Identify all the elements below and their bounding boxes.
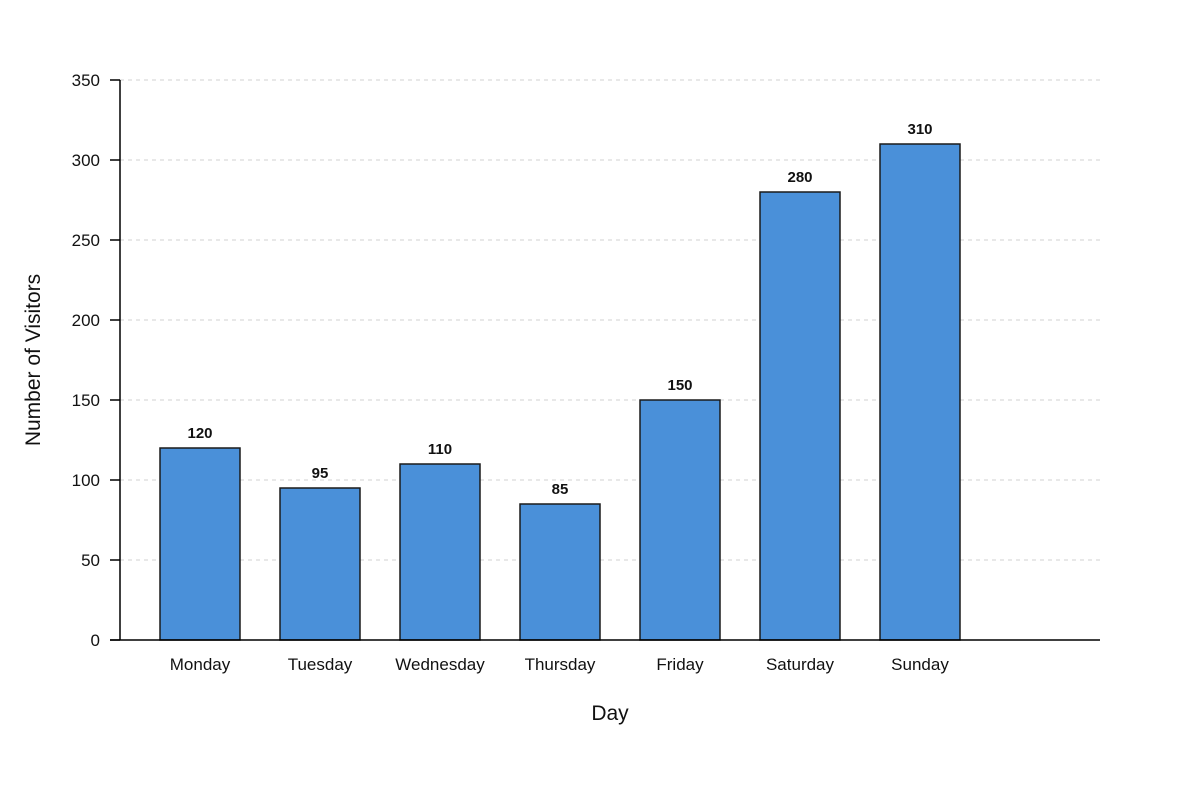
bar-value-label: 85: [552, 481, 569, 498]
axes: [110, 79, 1100, 641]
y-tick-label: 150: [72, 391, 100, 410]
x-tick-label: Friday: [656, 655, 704, 674]
x-tick-label: Saturday: [766, 655, 835, 674]
y-axis-title: Number of Visitors: [22, 274, 45, 446]
bar-value-label: 310: [907, 121, 932, 138]
x-tick-label: Sunday: [891, 655, 949, 674]
y-tick-label: 200: [72, 311, 100, 330]
grid-lines: [120, 79, 1100, 561]
bar-value-label: 110: [428, 441, 452, 458]
bar-value-label: 95: [312, 465, 329, 482]
bar-friday: [639, 399, 721, 641]
bar-monday: [159, 447, 241, 641]
bar-value-label: 120: [187, 425, 212, 442]
bar-tuesday: [279, 487, 361, 641]
y-tick-label: 50: [81, 551, 100, 570]
x-tick-label: Thursday: [525, 655, 596, 674]
y-tick-label: 300: [72, 151, 100, 170]
x-tick-label: Monday: [170, 655, 231, 674]
bar-saturday: [759, 191, 841, 641]
bar-value-label: 280: [787, 169, 812, 186]
x-tick-label: Tuesday: [288, 655, 353, 674]
y-tick-label: 350: [72, 71, 100, 90]
bar-sunday: [879, 143, 961, 641]
bar-thursday: [519, 503, 601, 641]
bar-wednesday: [399, 463, 481, 641]
labels: 120 Monday 95 Tuesday 110 Wednesday 85 Thursday…: [72, 71, 950, 674]
y-tick-label: 0: [91, 631, 100, 650]
y-tick-label: 250: [72, 231, 100, 250]
x-axis-title: Day: [591, 702, 629, 725]
bar-value-label: 150: [667, 377, 692, 394]
bars: [159, 143, 961, 641]
y-tick-label: 100: [72, 471, 100, 490]
x-tick-label: Wednesday: [395, 655, 485, 674]
